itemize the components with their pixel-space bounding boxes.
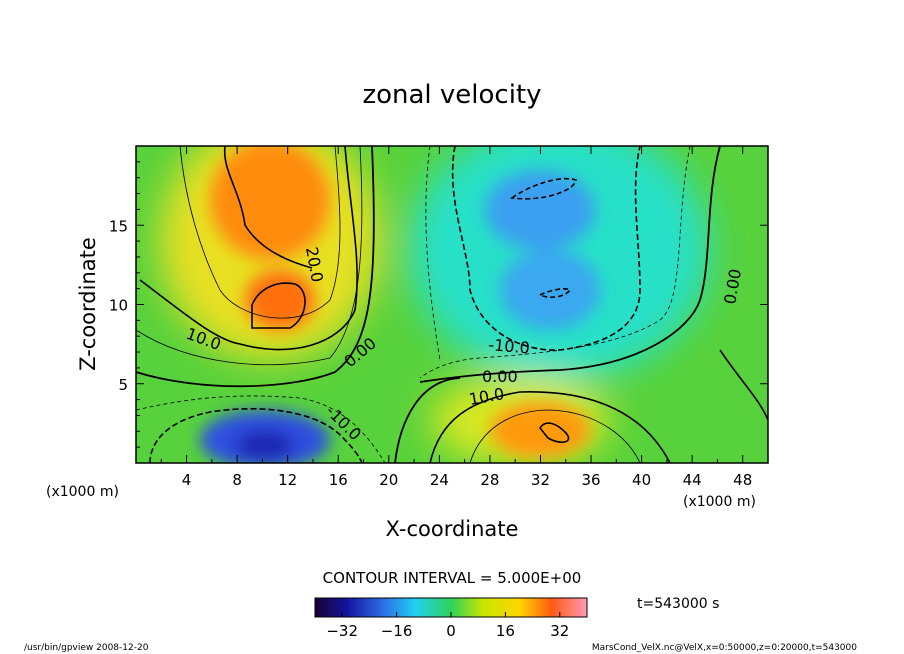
cyan-region [410, 146, 710, 380]
x-tick-label: 40 [632, 471, 651, 489]
y-tick-label: 10 [109, 297, 128, 315]
y-tick-label: 15 [109, 217, 128, 235]
contour-20-lower [539, 422, 570, 444]
colorbar: −32 −16 0 16 32 [314, 597, 588, 640]
colorbar-tick-label: −32 [326, 622, 358, 640]
contour-minus10 [451, 146, 641, 351]
contour-10-lower [429, 391, 671, 463]
x-tick-label: 4 [182, 471, 192, 489]
x-unit-label-left: (x1000 m) [46, 484, 119, 500]
colorbar-tick-label: −16 [381, 622, 413, 640]
contour-minus10-bottom [149, 408, 363, 463]
contour-labels: 20.0 10.0 0.00 -10.0 10.0 0.00 -10.0 0.0… [184, 245, 745, 444]
x-tick-label: 16 [329, 471, 348, 489]
chart-title: zonal velocity [362, 80, 541, 110]
contour-minus5-east [419, 146, 691, 379]
orange-core-upper [210, 146, 330, 260]
y-axis-label: Z-coordinate [76, 237, 100, 371]
x-axis-label: X-coordinate [386, 517, 519, 541]
contour-minus5-west [425, 146, 441, 361]
x-tick-label: 36 [581, 471, 600, 489]
contour-minus15-upper [509, 177, 577, 200]
footer-right: MarsCond_VelX.nc@VelX,x=0:50000,z=0:2000… [592, 643, 857, 653]
x-tick-label: 24 [430, 471, 449, 489]
contour-lines [136, 146, 768, 463]
footer-left: /usr/bin/gpview 2008-12-20 [24, 643, 149, 653]
blue-core-upper [485, 170, 595, 250]
contour-0 [136, 146, 375, 388]
x-tick-label: 8 [232, 471, 242, 489]
x-unit-label-right: (x1000 m) [683, 494, 756, 510]
contour-0-east-edge [719, 349, 768, 421]
x-tick-label: 32 [531, 471, 550, 489]
x-tick-label: 12 [278, 471, 297, 489]
blue-core-bottom-dark [235, 430, 295, 460]
colorbar-ticks: −32 −16 0 16 32 [326, 612, 569, 640]
contour-label: 0.00 [482, 367, 518, 386]
contour-0-lower [394, 377, 461, 463]
x-tick-label: 44 [683, 471, 702, 489]
plot-area: 20.0 10.0 0.00 -10.0 10.0 0.00 -10.0 0.0… [136, 146, 768, 463]
contour-20 [223, 146, 313, 269]
x-tick-label: 28 [480, 471, 499, 489]
contour-interval-text: CONTOUR INTERVAL = 5.000E+00 [323, 569, 582, 587]
contour-20-inner [251, 282, 306, 329]
colorbar-tick-label: 0 [446, 622, 456, 640]
contour-0-east [419, 146, 721, 383]
y-axis: 5 10 15 [109, 161, 768, 448]
contour-minus5-bottom [136, 395, 386, 463]
contour-15-lower [469, 409, 641, 463]
contour-label: -10.0 [488, 335, 531, 358]
x-tick-label: 20 [379, 471, 398, 489]
y-tick-label: 5 [118, 376, 128, 394]
contour-10 [139, 146, 358, 351]
time-label: t=543000 s [637, 596, 719, 612]
x-tick-label: 48 [733, 471, 752, 489]
colorbar-tick-label: 16 [496, 622, 515, 640]
contour-minus15-middle [538, 288, 572, 298]
colorbar-tick-label: 32 [550, 622, 569, 640]
blue-core-middle [500, 250, 600, 330]
x-axis: 4 8 12 16 20 24 28 32 36 40 44 48 [160, 146, 752, 489]
contour-5 [136, 146, 363, 366]
contour-15 [179, 146, 341, 319]
